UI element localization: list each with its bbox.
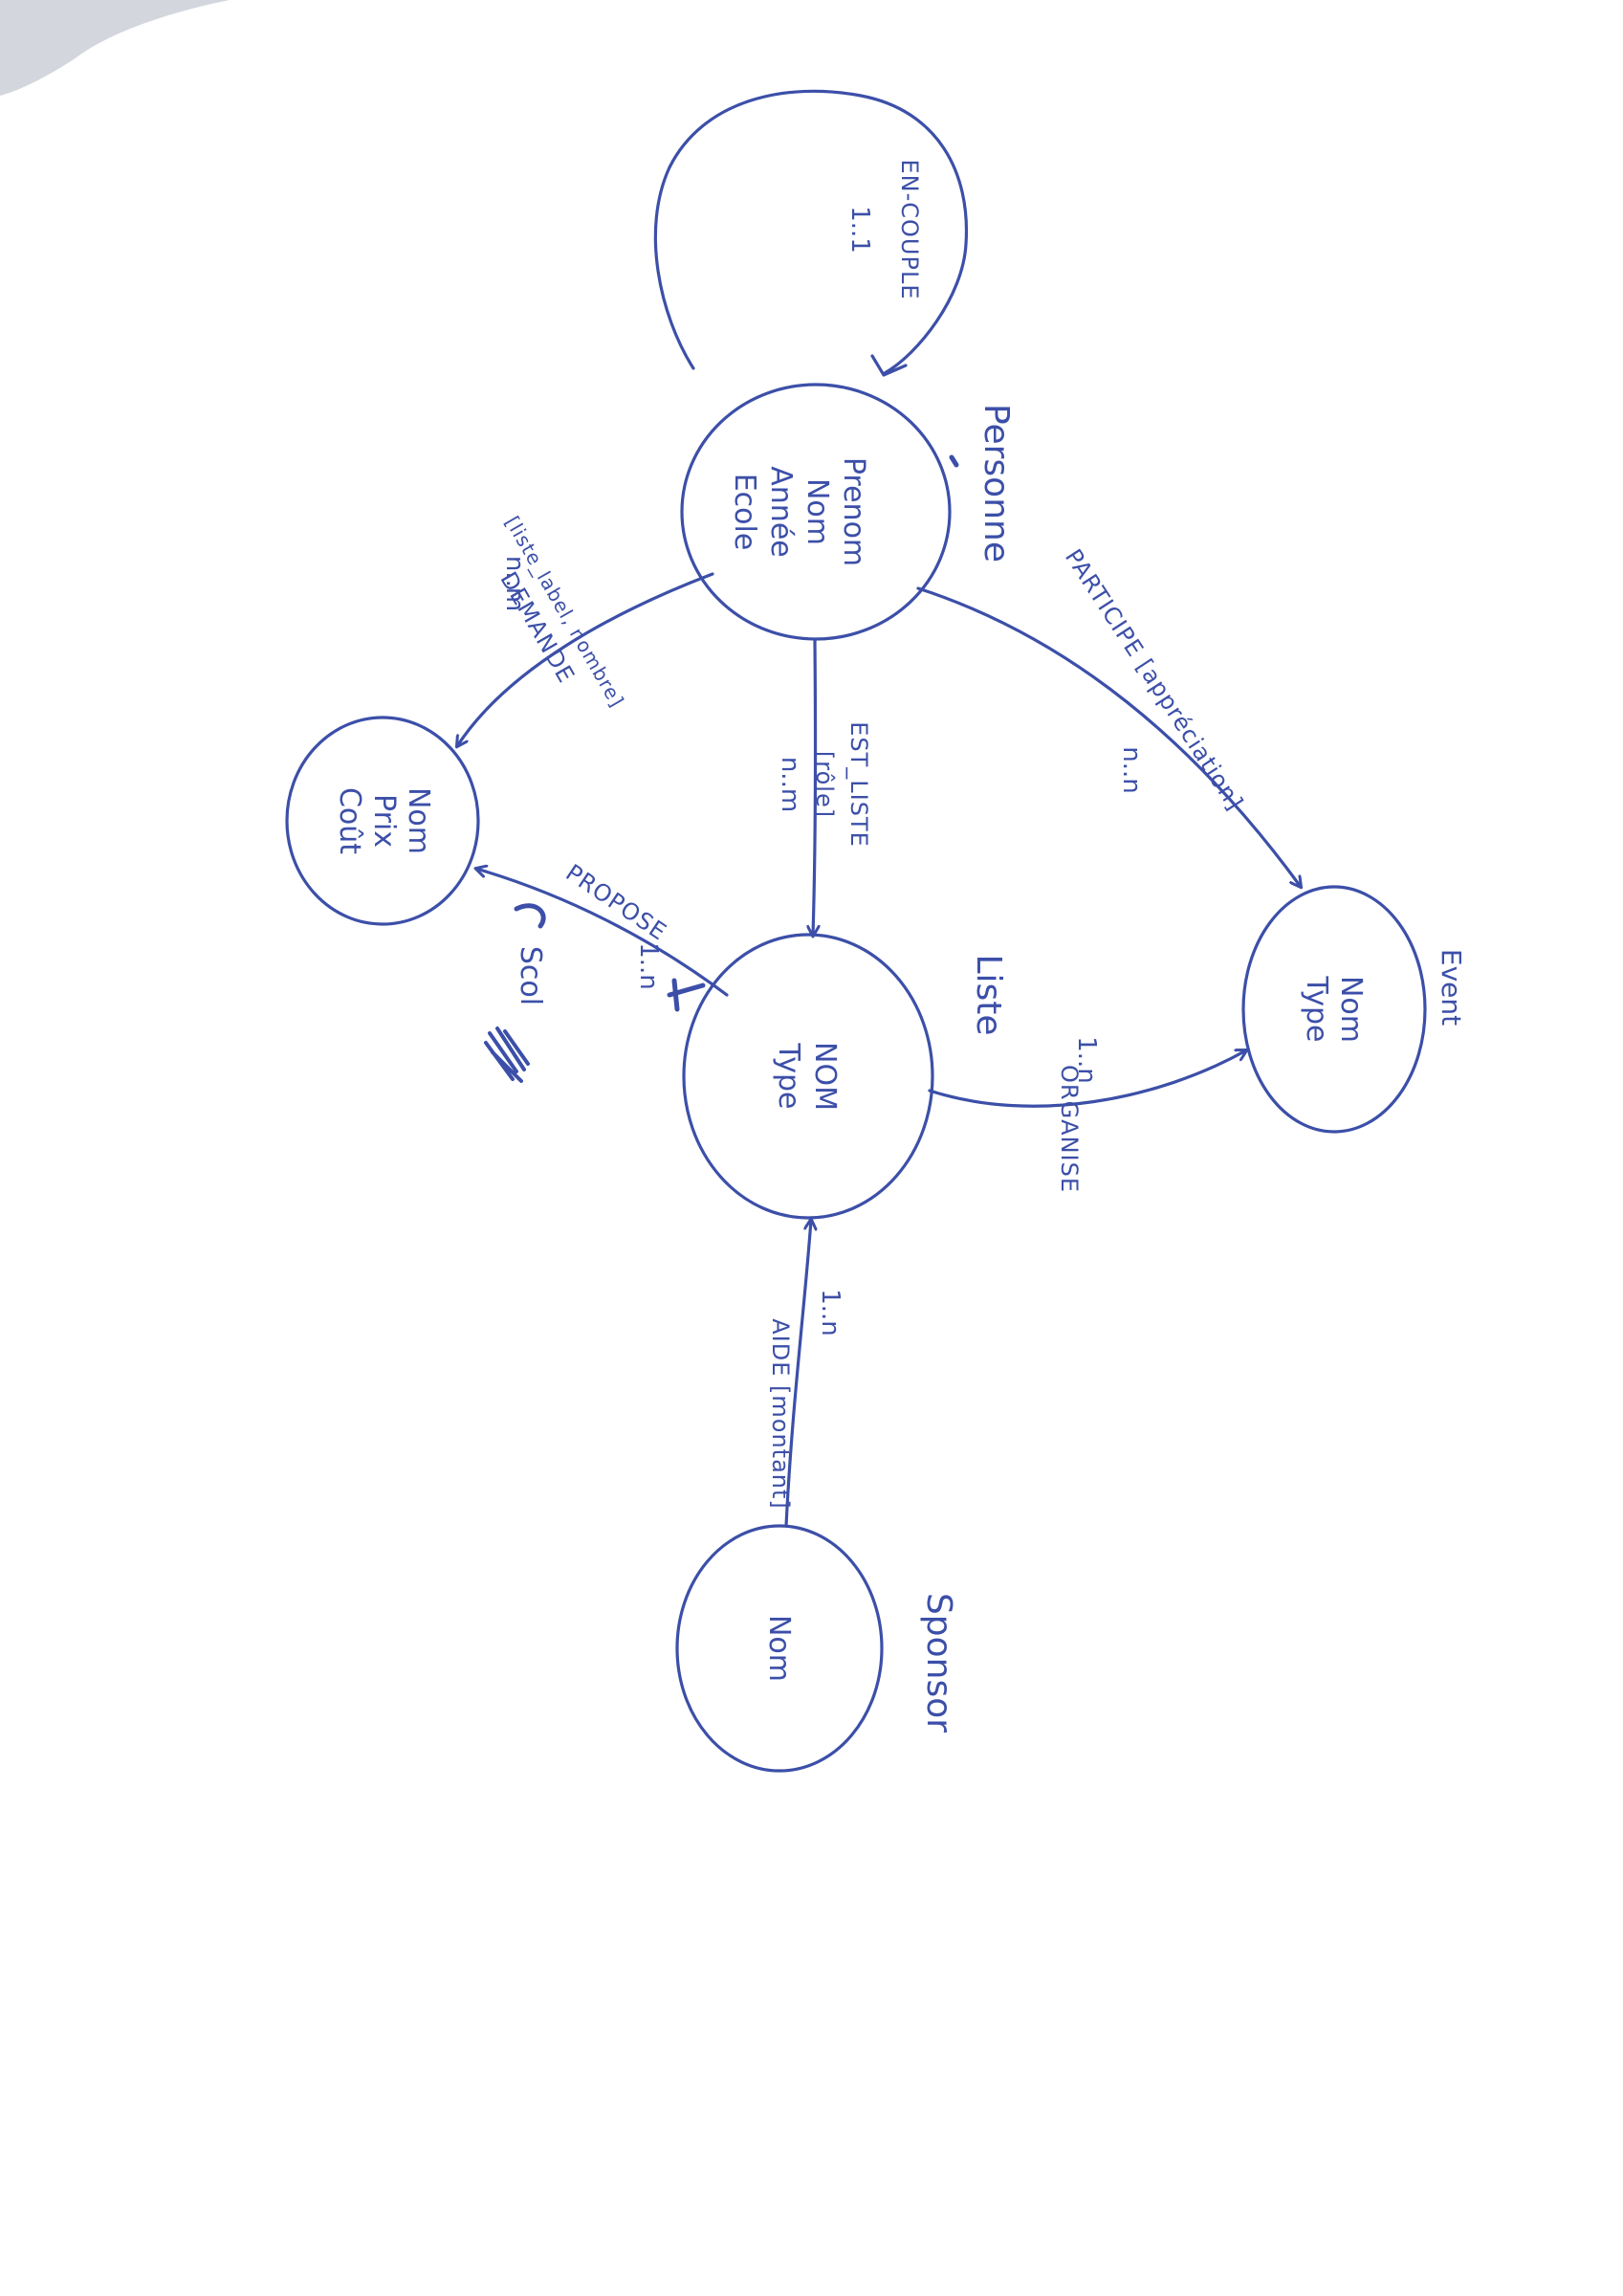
rel-participe-label: PARTICIPE [appréciation] [1060,544,1249,815]
rel-organise-label: ORGANISE [1056,1065,1083,1193]
entity-sponsor-circle [675,1524,884,1773]
unnamed-attr-nom: Nom [402,787,435,854]
personne-attr-ecole: Ecole [728,474,761,551]
rel-est-liste-cardinality: n..m [776,757,804,812]
rel-aide-cardinality: 1..n [816,1289,844,1336]
sponsor-attr-nom: Nom [762,1615,796,1682]
entity-personne-circle [680,383,952,641]
event-attr-type: Type [1300,976,1333,1043]
entity-personne-name: Personne [976,404,1016,563]
rel-est-liste-line [813,639,816,936]
rel-participe-cardinality: n..n [1117,746,1146,794]
rel-propose-label: PROPOSE [561,859,672,946]
scribble-hook [514,903,546,929]
rel-aide-line [784,1220,811,1528]
rel-en-couple-loop [653,89,969,375]
event-attr-nom: Nom [1334,976,1368,1043]
rel-organise-line [928,1050,1246,1108]
rel-demande-line [457,572,714,746]
rel-est-liste-attribute: [rôle] [811,751,838,818]
personne-attr-prenom: Prenom [837,457,870,566]
rel-demande-cardinality: n..m [500,556,529,611]
rel-organise-cardinality: 1..n [1072,1036,1101,1084]
entity-event-circle [1241,885,1427,1134]
rel-propose-line [476,869,729,997]
entity-event-name: Event [1436,949,1467,1026]
rel-en-couple-label: EN-COUPLE [896,160,923,300]
entity-liste-circle [682,933,934,1220]
entity-unnamed-circle [285,716,480,926]
liste-attr-type: Type [772,1043,805,1110]
rel-propose-cardinality: 1..n [634,942,663,990]
rel-participe-line [916,586,1301,887]
rel-en-couple-cardinality: 1..1 [845,206,874,254]
personne-attr-annee: Année [764,466,798,557]
liste-attr-nom: NOM [808,1042,842,1111]
unnamed-attr-prix: Prix [367,794,401,848]
personne-attr-nom: Nom [801,478,834,545]
rel-aide-label: AIDE [montant] [767,1318,794,1510]
entity-liste-name: Liste [969,954,1008,1035]
rel-est-liste-label: EST_LISTE [845,721,872,848]
entity-sponsor-name: Sponsor [919,1593,958,1733]
scribble-crossout [484,1027,530,1083]
scribble-one [667,978,706,1012]
personne-mark [949,454,959,468]
paper-smudge [0,0,230,96]
scribble-annotation: Scol [514,946,547,1005]
rel-en-couple-arrowhead [870,354,908,377]
unnamed-attr-cout: Coût [333,787,366,854]
